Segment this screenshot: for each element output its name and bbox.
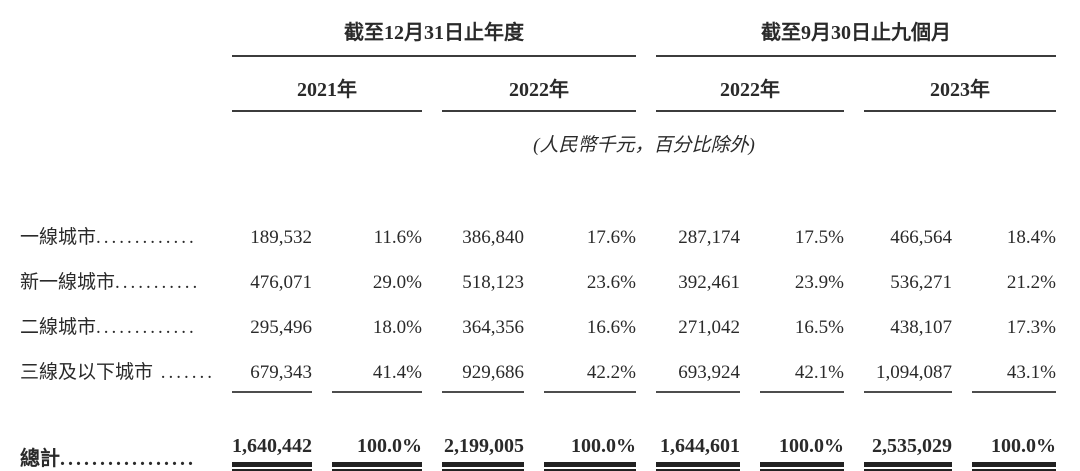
percent-cell: 23.6% [586, 272, 636, 293]
total-row-label: 總計................. [20, 421, 212, 471]
double-rule: 2,535,029 [864, 435, 952, 471]
period-group-header-fy: 截至12月31日止年度 [232, 10, 636, 57]
value-cell: 536,271 [890, 272, 952, 293]
period-group-header-row: 截至12月31日止年度 截至9月30日止九個月 [20, 10, 1056, 57]
row-label: 一線城市............. [20, 213, 212, 258]
total-percent-cell: 100.0% [544, 421, 636, 471]
total-percent-cell: 100.0% [760, 421, 844, 471]
leader-dots: ............. [96, 227, 197, 248]
row-label-text: 三線及以下城市 [20, 362, 154, 383]
row-label: 二線城市............. [20, 303, 212, 348]
year-column-header-2022-9m: 2022年 [656, 57, 844, 112]
blank-cell [20, 112, 212, 157]
percent-cell: 16.5% [794, 317, 844, 338]
period-group-header-9m: 截至9月30日止九個月 [656, 10, 1056, 57]
year-column-header-2023-9m: 2023年 [864, 57, 1056, 112]
table-row-tier2: 二線城市............. 295,496 18.0% 364,356 … [20, 303, 1056, 348]
total-value-cell: 1,644,601 [656, 421, 740, 471]
double-rule: 1,640,442 [232, 435, 312, 471]
total-value-cell: 2,199,005 [442, 421, 524, 471]
percent-cell: 17.5% [794, 227, 844, 248]
corner-blank-cell [20, 10, 212, 57]
percent-cell: 18.4% [1006, 227, 1056, 248]
value-cell: 929,686 [442, 348, 524, 393]
value-cell: 386,840 [462, 227, 524, 248]
percent-cell: 23.9% [794, 272, 844, 293]
total-percent-cell: 100.0% [332, 421, 422, 471]
spacer-row [20, 393, 1056, 421]
blank-cell [20, 57, 212, 112]
value-cell: 189,532 [250, 227, 312, 248]
unit-note-row: (人民幣千元，百分比除外) [20, 112, 1056, 157]
percent-cell: 17.3% [1006, 317, 1056, 338]
total-value-cell: 1,640,442 [232, 421, 312, 471]
percent-cell: 43.1% [972, 348, 1056, 393]
row-label: 三線及以下城市 ....... [20, 348, 212, 393]
value-cell: 679,343 [232, 348, 312, 393]
percent-cell: 18.0% [372, 317, 422, 338]
value-cell: 295,496 [250, 317, 312, 338]
value-cell: 364,356 [462, 317, 524, 338]
row-label: 新一線城市........... [20, 258, 212, 303]
double-rule: 100.0% [332, 435, 422, 471]
leader-dots: ................. [60, 448, 196, 470]
value-cell: 693,924 [656, 348, 740, 393]
spacer [20, 393, 1056, 421]
double-rule: 100.0% [972, 435, 1056, 471]
percent-cell: 21.2% [1006, 272, 1056, 293]
percent-cell: 41.4% [332, 348, 422, 393]
percent-cell: 11.6% [373, 227, 422, 248]
leader-dots: ....... [153, 362, 216, 383]
value-cell: 438,107 [890, 317, 952, 338]
leader-dots: ........... [115, 272, 201, 293]
percent-cell: 42.2% [544, 348, 636, 393]
revenue-by-city-tier-table: 截至12月31日止年度 截至9月30日止九個月 2021年 2022年 2022… [0, 10, 1076, 471]
leader-dots: ............. [96, 317, 197, 338]
value-cell: 392,461 [678, 272, 740, 293]
year-header-row: 2021年 2022年 2022年 2023年 [20, 57, 1056, 112]
table-row-tier3-below: 三線及以下城市 ....... 679,343 41.4% 929,686 42… [20, 348, 1056, 393]
value-cell: 287,174 [678, 227, 740, 248]
table-row-tier1: 一線城市............. 189,532 11.6% 386,840 … [20, 213, 1056, 258]
total-label-text: 總計 [20, 448, 60, 470]
spacer-row [20, 157, 1056, 213]
value-cell: 476,071 [250, 272, 312, 293]
double-rule: 1,644,601 [656, 435, 740, 471]
row-label-text: 新一線城市 [20, 272, 116, 293]
value-cell: 1,094,087 [864, 348, 952, 393]
total-row: 總計................. 1,640,442 100.0% 2,1… [20, 421, 1056, 471]
value-cell: 466,564 [890, 227, 952, 248]
value-cell: 518,123 [462, 272, 524, 293]
double-rule: 100.0% [760, 435, 844, 471]
year-column-header-2022fy: 2022年 [442, 57, 636, 112]
double-rule: 100.0% [544, 435, 636, 471]
value-cell: 271,042 [678, 317, 740, 338]
unit-note: (人民幣千元，百分比除外) [533, 135, 755, 156]
percent-cell: 29.0% [372, 272, 422, 293]
year-column-header-2021: 2021年 [232, 57, 422, 112]
table-row-new-tier1: 新一線城市........... 476,071 29.0% 518,123 2… [20, 258, 1056, 303]
percent-cell: 16.6% [586, 317, 636, 338]
spacer [20, 157, 1056, 213]
row-label-text: 二線城市 [20, 317, 97, 338]
row-label-text: 一線城市 [20, 227, 97, 248]
total-value-cell: 2,535,029 [864, 421, 952, 471]
total-percent-cell: 100.0% [972, 421, 1056, 471]
percent-cell: 42.1% [760, 348, 844, 393]
percent-cell: 17.6% [586, 227, 636, 248]
double-rule: 2,199,005 [442, 435, 524, 471]
